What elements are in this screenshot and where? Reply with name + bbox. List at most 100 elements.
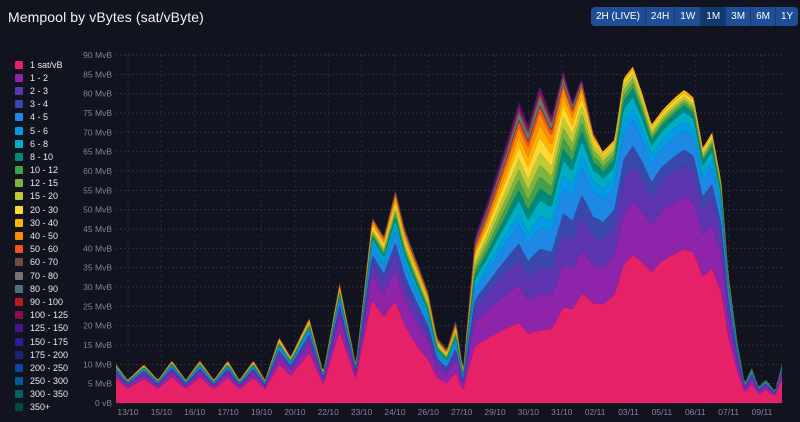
legend-swatch — [15, 271, 23, 280]
legend-label: 6 - 8 — [30, 138, 49, 149]
x-tick-label: 15/10 — [151, 407, 173, 417]
legend-label: 1 - 2 — [30, 72, 49, 83]
y-tick-label: 75 MvB — [83, 108, 112, 118]
legend-swatch — [15, 192, 23, 201]
legend-item[interactable]: 90 - 100 — [15, 295, 110, 308]
x-tick-label: 24/10 — [384, 407, 406, 417]
legend-swatch — [15, 166, 23, 175]
x-tick-label: 20/10 — [284, 407, 306, 417]
legend-item[interactable]: 70 - 80 — [15, 269, 110, 282]
legend-label: 20 - 30 — [30, 204, 59, 215]
x-tick-label: 09/11 — [752, 407, 773, 417]
y-tick-label: 70 MvB — [83, 127, 112, 137]
series-area — [116, 165, 782, 394]
timespan-3m-button[interactable]: 3M — [726, 7, 752, 26]
legend-label: 200 - 250 — [30, 362, 69, 373]
legend-item[interactable]: 200 - 250 — [15, 361, 110, 374]
timespan-6m-button[interactable]: 6M — [751, 7, 776, 26]
legend-item[interactable]: 30 - 40 — [15, 216, 110, 229]
legend-item[interactable]: 12 - 15 — [15, 177, 110, 190]
legend-item[interactable]: 8 - 10 — [15, 150, 110, 163]
legend-label: 3 - 4 — [30, 99, 49, 110]
legend-item[interactable]: 60 - 70 — [15, 256, 110, 269]
legend-item[interactable]: 15 - 20 — [15, 190, 110, 203]
legend-item[interactable]: 3 - 4 — [15, 98, 110, 111]
legend-swatch — [15, 60, 23, 69]
legend-swatch — [15, 152, 23, 161]
legend-item[interactable]: 40 - 50 — [15, 229, 110, 242]
legend-swatch — [15, 86, 23, 95]
legend-item[interactable]: 10 - 12 — [15, 164, 110, 177]
legend-label: 30 - 40 — [30, 217, 59, 228]
legend-label: 80 - 90 — [30, 283, 59, 294]
series-area — [116, 108, 782, 392]
y-tick-label: 85 MvB — [83, 69, 112, 79]
legend-item[interactable]: 250 - 300 — [15, 375, 110, 388]
legend-swatch — [15, 311, 23, 320]
legend-label: 8 - 10 — [30, 151, 54, 162]
legend-swatch — [15, 100, 23, 109]
legend-label: 125 - 150 — [30, 323, 69, 334]
x-tick-label: 03/11 — [618, 407, 639, 417]
legend-item[interactable]: 6 - 8 — [15, 137, 110, 150]
legend-item[interactable]: 2 - 3 — [15, 84, 110, 97]
legend-swatch — [15, 232, 23, 241]
chart-areas — [116, 66, 782, 403]
legend-swatch — [15, 113, 23, 122]
legend-item[interactable]: 1 - 2 — [15, 71, 110, 84]
y-tick-label: 25 MvB — [83, 301, 112, 311]
x-tick-label: 02/11 — [585, 407, 606, 417]
legend-item[interactable]: 50 - 60 — [15, 243, 110, 256]
y-tick-label: 45 MvB — [83, 224, 112, 234]
legend-item[interactable]: 300 - 350 — [15, 388, 110, 401]
legend-label: 350+ — [30, 402, 51, 413]
legend-item[interactable]: 125 - 150 — [15, 322, 110, 335]
legend-label: 50 - 60 — [30, 244, 59, 255]
legend-swatch — [15, 218, 23, 227]
y-axis: 0 vB 5 MvB 10 MvB 15 MvB 20 MvB 25 MvB 30 MvB 3… — [83, 50, 112, 408]
legend-label: 300 - 350 — [30, 389, 69, 400]
legend-swatch — [15, 139, 23, 148]
timespan-1w-button[interactable]: 1W — [675, 7, 702, 26]
y-tick-label: 50 MvB — [83, 205, 112, 215]
timespan-selector: 2H (LIVE) 24H 1W 1M 3M 6M 1Y — [591, 7, 799, 26]
legend-item[interactable]: 80 - 90 — [15, 282, 110, 295]
legend-item[interactable]: 20 - 30 — [15, 203, 110, 216]
legend-item[interactable]: 1 sat/vB — [15, 58, 110, 71]
legend-label: 90 - 100 — [30, 296, 64, 307]
legend-swatch — [15, 350, 23, 359]
x-tick-label: 22/10 — [318, 407, 340, 417]
legend-label: 175 - 200 — [30, 349, 69, 360]
legend-item[interactable]: 5 - 6 — [15, 124, 110, 137]
x-tick-label: 30/10 — [518, 407, 540, 417]
legend-item[interactable]: 150 - 175 — [15, 335, 110, 348]
legend-item[interactable]: 4 - 5 — [15, 111, 110, 124]
legend-swatch — [15, 73, 23, 82]
x-tick-label: 31/10 — [551, 407, 573, 417]
legend-swatch — [15, 363, 23, 372]
y-tick-label: 90 MvB — [83, 50, 112, 60]
legend-swatch — [15, 245, 23, 254]
legend-label: 4 - 5 — [30, 112, 49, 123]
y-tick-label: 60 MvB — [83, 166, 112, 176]
legend-swatch — [15, 126, 23, 135]
legend-swatch — [15, 297, 23, 306]
legend-item[interactable]: 350+ — [15, 401, 110, 414]
legend-swatch — [15, 390, 23, 399]
legend-swatch — [15, 179, 23, 188]
timespan-1m-button[interactable]: 1M — [701, 7, 727, 26]
x-tick-label: 29/10 — [484, 407, 506, 417]
x-tick-label: 26/10 — [418, 407, 440, 417]
legend-label: 10 - 12 — [30, 165, 59, 176]
x-tick-label: 13/10 — [117, 407, 139, 417]
timespan-1y-button[interactable]: 1Y — [775, 7, 799, 26]
legend-item[interactable]: 175 - 200 — [15, 348, 110, 361]
legend-swatch — [15, 258, 23, 267]
timespan-2h-live-button[interactable]: 2H (LIVE) — [591, 7, 646, 26]
chart-title: Mempool by vBytes (sat/vByte) — [8, 9, 204, 25]
timespan-24h-button[interactable]: 24H — [645, 7, 676, 26]
legend-item[interactable]: 100 - 125 — [15, 309, 110, 322]
x-tick-label: 23/10 — [351, 407, 373, 417]
legend-label: 1 sat/vB — [30, 59, 63, 70]
